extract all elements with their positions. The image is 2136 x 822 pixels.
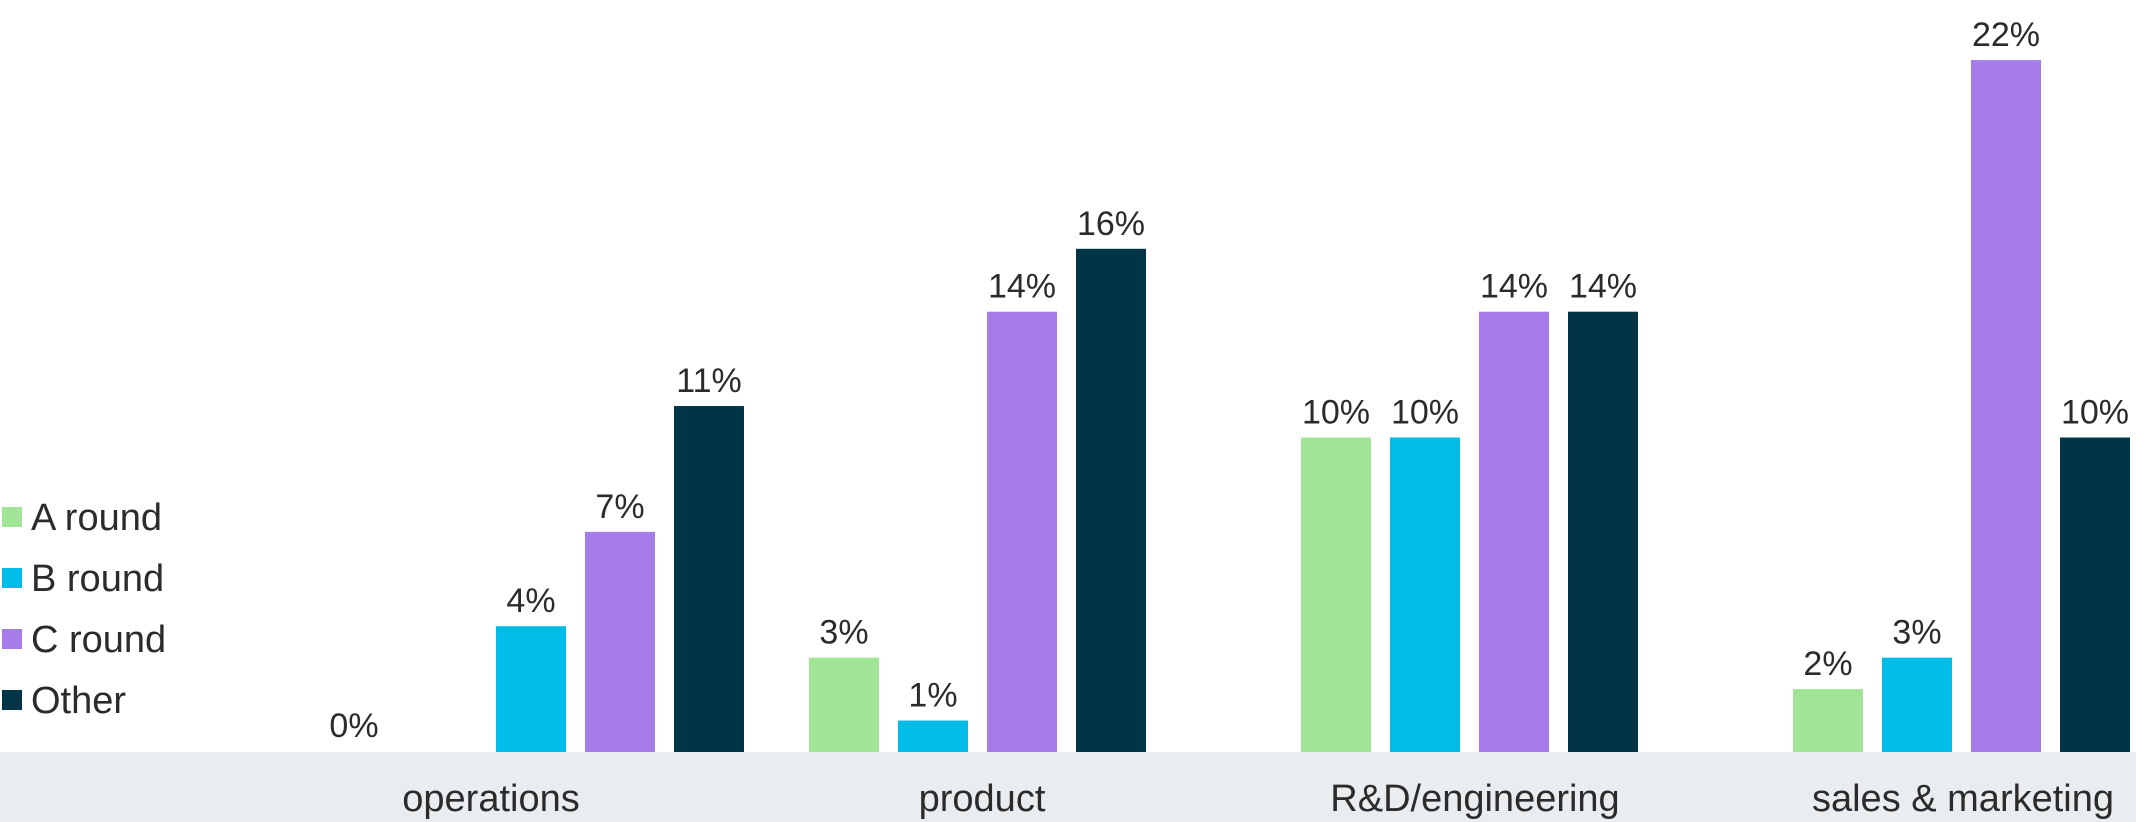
data-label-other-sales-marketing: 10% — [2061, 394, 2129, 432]
data-label-c-round-r-d-engineering: 14% — [1480, 268, 1548, 306]
legend-swatch-other — [2, 690, 22, 710]
category-label-operations: operations — [402, 778, 579, 820]
data-label-c-round-product: 14% — [988, 268, 1056, 306]
bar-b-round-operations — [496, 626, 566, 752]
data-label-other-r-d-engineering: 14% — [1569, 268, 1637, 306]
bar-b-round-sales-marketing — [1882, 657, 1952, 752]
data-label-a-round-sales-marketing: 2% — [1803, 645, 1852, 683]
bar-a-round-sales-marketing — [1793, 689, 1863, 752]
data-label-c-round-sales-marketing: 22% — [1972, 16, 2040, 54]
bar-b-round-product — [898, 720, 968, 752]
data-label-other-product: 16% — [1077, 205, 1145, 243]
bars-layer — [496, 60, 2130, 753]
bar-c-round-r-d-engineering — [1479, 311, 1549, 752]
bar-a-round-r-d-engineering — [1301, 437, 1371, 752]
data-label-a-round-r-d-engineering: 10% — [1302, 394, 1370, 432]
bar-other-r-d-engineering — [1568, 311, 1638, 752]
category-label-product: product — [919, 778, 1046, 820]
category-label-sales-marketing: sales & marketing — [1812, 778, 2114, 820]
legend-swatch-a-round — [2, 507, 22, 527]
data-label-b-round-sales-marketing: 3% — [1892, 614, 1941, 652]
legend-label-b-round: B round — [31, 558, 164, 600]
bar-other-product — [1076, 248, 1146, 753]
bar-c-round-operations — [585, 531, 655, 752]
bar-other-operations — [674, 406, 744, 752]
legend-label-a-round: A round — [31, 497, 162, 539]
category-label-r-d-engineering: R&D/engineering — [1330, 778, 1619, 820]
data-label-b-round-product: 1% — [908, 677, 957, 715]
data-label-a-round-product: 3% — [819, 614, 868, 652]
data-label-b-round-r-d-engineering: 10% — [1391, 394, 1459, 432]
legend-swatch-b-round — [2, 568, 22, 588]
legend: A round B round C round Other — [2, 497, 166, 722]
legend-label-c-round: C round — [31, 619, 166, 661]
bar-c-round-sales-marketing — [1971, 60, 2041, 753]
bar-c-round-product — [987, 311, 1057, 752]
category-axis-band — [0, 752, 2136, 822]
bar-other-sales-marketing — [2060, 437, 2130, 752]
labels-layer: 0% 4% 7% 11% 3% 1% 14% 16% 10% 10% 14% 14% 2% 3% 22% 10… — [329, 16, 2129, 745]
category-axis: operations product R&D/engineering sales & … — [402, 778, 2114, 820]
legend-label-other: Other — [31, 680, 126, 722]
data-label-b-round-operations: 4% — [506, 582, 555, 620]
legend-swatch-c-round — [2, 629, 22, 649]
data-label-c-round-operations: 7% — [595, 488, 644, 526]
data-label-a-round-operations: 0% — [329, 707, 378, 745]
bar-a-round-product — [809, 657, 879, 752]
data-label-other-operations: 11% — [676, 362, 742, 400]
bar-b-round-r-d-engineering — [1390, 437, 1460, 752]
